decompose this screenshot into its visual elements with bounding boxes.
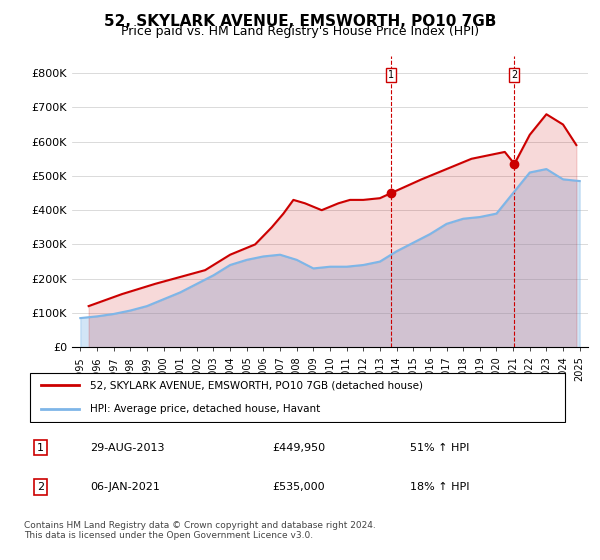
Text: 06-JAN-2021: 06-JAN-2021: [90, 482, 160, 492]
Text: Price paid vs. HM Land Registry's House Price Index (HPI): Price paid vs. HM Land Registry's House …: [121, 25, 479, 38]
Text: £449,950: £449,950: [272, 442, 326, 452]
Text: 2: 2: [37, 482, 44, 492]
Text: £535,000: £535,000: [272, 482, 325, 492]
Text: 52, SKYLARK AVENUE, EMSWORTH, PO10 7GB: 52, SKYLARK AVENUE, EMSWORTH, PO10 7GB: [104, 14, 496, 29]
Text: 52, SKYLARK AVENUE, EMSWORTH, PO10 7GB (detached house): 52, SKYLARK AVENUE, EMSWORTH, PO10 7GB (…: [90, 380, 423, 390]
Text: 51% ↑ HPI: 51% ↑ HPI: [410, 442, 470, 452]
FancyBboxPatch shape: [29, 374, 565, 422]
Text: Contains HM Land Registry data © Crown copyright and database right 2024.
This d: Contains HM Land Registry data © Crown c…: [24, 521, 376, 540]
Text: 18% ↑ HPI: 18% ↑ HPI: [410, 482, 470, 492]
Text: HPI: Average price, detached house, Havant: HPI: Average price, detached house, Hava…: [90, 404, 320, 414]
Text: 29-AUG-2013: 29-AUG-2013: [90, 442, 165, 452]
Text: 1: 1: [37, 442, 44, 452]
Text: 1: 1: [388, 69, 394, 80]
Text: 2: 2: [511, 69, 518, 80]
